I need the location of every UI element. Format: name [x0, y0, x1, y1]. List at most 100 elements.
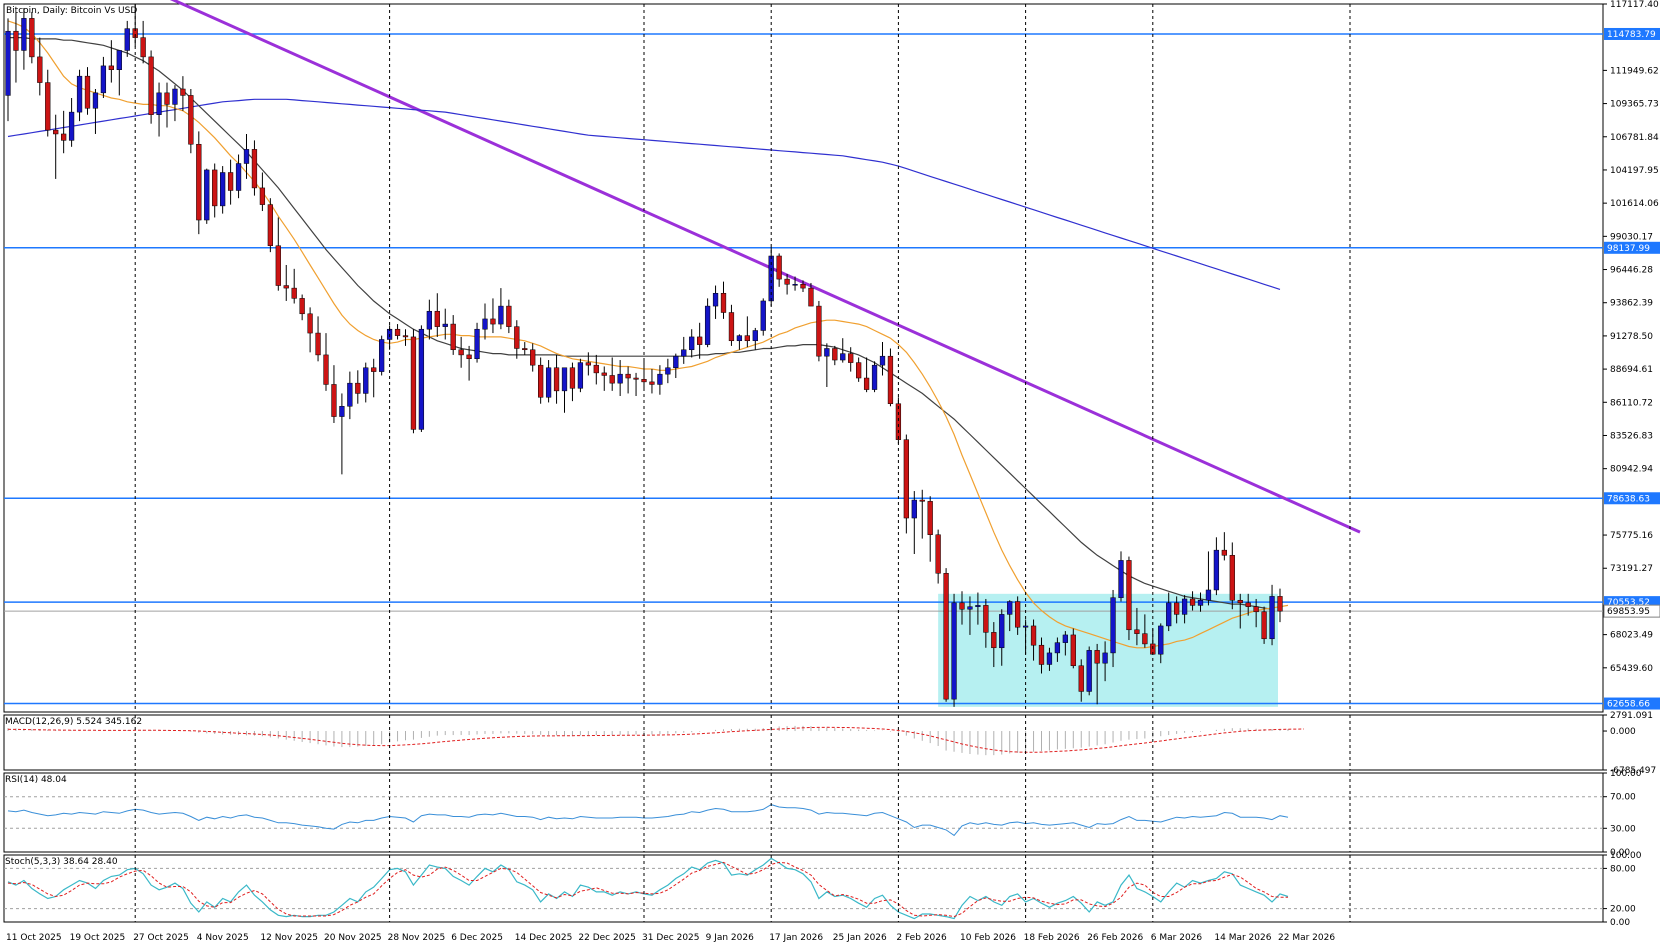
- candle-body[interactable]: [402, 335, 409, 338]
- candle-body[interactable]: [235, 163, 242, 191]
- candle-body[interactable]: [498, 305, 504, 325]
- candle-body[interactable]: [553, 367, 560, 392]
- candle-body[interactable]: [474, 328, 480, 360]
- macd-panel[interactable]: 2791.091 0.000 -6785.497: [3, 711, 1656, 776]
- candle-body[interactable]: [1213, 549, 1220, 591]
- candle-body[interactable]: [665, 367, 671, 375]
- candle-body[interactable]: [1086, 650, 1092, 692]
- candle-body[interactable]: [689, 336, 695, 351]
- candle-body[interactable]: [1022, 625, 1029, 628]
- candle-body[interactable]: [1174, 602, 1180, 615]
- candle-body[interactable]: [1102, 652, 1108, 664]
- candle-body[interactable]: [1142, 633, 1148, 645]
- candle-body[interactable]: [895, 403, 902, 440]
- candle-body[interactable]: [911, 499, 917, 519]
- candle-body[interactable]: [991, 632, 997, 649]
- candle-body[interactable]: [1261, 611, 1267, 640]
- candle-body[interactable]: [394, 328, 401, 336]
- candle-body[interactable]: [514, 326, 520, 349]
- candle-body[interactable]: [45, 82, 51, 131]
- candle-body[interactable]: [1189, 598, 1196, 606]
- candle-body[interactable]: [879, 355, 886, 366]
- candle-body[interactable]: [1237, 599, 1243, 604]
- candle-body[interactable]: [1046, 652, 1053, 665]
- candle-body[interactable]: [204, 169, 210, 221]
- candle-body[interactable]: [593, 364, 599, 374]
- candle-body[interactable]: [959, 602, 965, 610]
- candle-body[interactable]: [1245, 602, 1251, 607]
- candle-body[interactable]: [736, 335, 743, 342]
- candle-body[interactable]: [538, 364, 544, 398]
- candle-body[interactable]: [371, 367, 377, 372]
- candle-body[interactable]: [490, 318, 496, 325]
- candle-body[interactable]: [164, 92, 170, 105]
- candle-body[interactable]: [434, 310, 440, 327]
- candle-body[interactable]: [657, 373, 663, 385]
- candle-body[interactable]: [243, 149, 250, 164]
- candle-body[interactable]: [561, 367, 568, 392]
- candle-body[interactable]: [951, 602, 957, 700]
- candle-body[interactable]: [1221, 549, 1227, 556]
- candle-body[interactable]: [1030, 625, 1037, 646]
- candle-body[interactable]: [267, 204, 273, 246]
- main-price-panel[interactable]: 117117.40 111949.62 109365.73 106781.84 1041…: [3, 0, 1660, 713]
- candle-body[interactable]: [871, 364, 878, 390]
- candle-body[interactable]: [1229, 555, 1235, 601]
- candle-body[interactable]: [355, 382, 361, 394]
- candle-body[interactable]: [251, 149, 258, 189]
- candle-body[interactable]: [21, 18, 27, 51]
- candle-body[interactable]: [824, 348, 830, 357]
- candle-body[interactable]: [863, 377, 870, 390]
- candle-body[interactable]: [967, 606, 973, 610]
- candle-body[interactable]: [545, 367, 552, 398]
- candle-body[interactable]: [1054, 642, 1061, 654]
- candle-body[interactable]: [681, 349, 687, 357]
- candle-body[interactable]: [1269, 596, 1275, 640]
- candle-body[interactable]: [61, 133, 67, 141]
- candle-body[interactable]: [188, 95, 194, 145]
- candle-body[interactable]: [625, 373, 631, 379]
- candle-body[interactable]: [124, 28, 130, 51]
- candle-body[interactable]: [331, 384, 337, 417]
- candle-body[interactable]: [1110, 597, 1116, 654]
- candle-body[interactable]: [291, 287, 297, 299]
- candle-body[interactable]: [92, 92, 99, 109]
- candle-body[interactable]: [776, 255, 782, 280]
- candle-body[interactable]: [975, 605, 981, 607]
- candle-body[interactable]: [363, 367, 369, 394]
- candle-body[interactable]: [577, 362, 584, 389]
- stoch-panel[interactable]: 100.00 80.00 20.00 0.00: [3, 851, 1642, 928]
- candle-body[interactable]: [601, 372, 607, 376]
- candle-body[interactable]: [704, 305, 711, 345]
- candle-body[interactable]: [180, 88, 186, 96]
- candle-body[interactable]: [1197, 599, 1204, 606]
- candle-body[interactable]: [227, 172, 234, 191]
- candle-body[interactable]: [307, 313, 313, 334]
- candle-body[interactable]: [1158, 625, 1164, 655]
- candle-body[interactable]: [1277, 596, 1283, 612]
- candle-body[interactable]: [832, 348, 838, 361]
- candle-body[interactable]: [784, 278, 790, 285]
- candle-body[interactable]: [1181, 598, 1188, 615]
- candle-body[interactable]: [840, 353, 846, 361]
- candle-body[interactable]: [999, 614, 1005, 649]
- rsi-panel[interactable]: 100.00 70.00 30.00 0.00: [3, 769, 1642, 858]
- candle-body[interactable]: [37, 56, 43, 83]
- candle-body[interactable]: [1253, 606, 1259, 613]
- candle-body[interactable]: [848, 353, 854, 363]
- candle-body[interactable]: [1062, 634, 1068, 643]
- candle-body[interactable]: [649, 381, 655, 385]
- candle-body[interactable]: [220, 172, 226, 207]
- candle-body[interactable]: [609, 375, 615, 384]
- candle-body[interactable]: [760, 300, 766, 331]
- candle-body[interactable]: [744, 335, 750, 342]
- candle-body[interactable]: [275, 245, 281, 286]
- candle-body[interactable]: [84, 75, 91, 109]
- candle-body[interactable]: [816, 305, 822, 357]
- candle-body[interactable]: [339, 406, 345, 417]
- candle-body[interactable]: [68, 111, 75, 141]
- candle-body[interactable]: [426, 310, 432, 330]
- candle-body[interactable]: [140, 37, 146, 58]
- candle-body[interactable]: [522, 348, 528, 351]
- candle-body[interactable]: [792, 284, 798, 286]
